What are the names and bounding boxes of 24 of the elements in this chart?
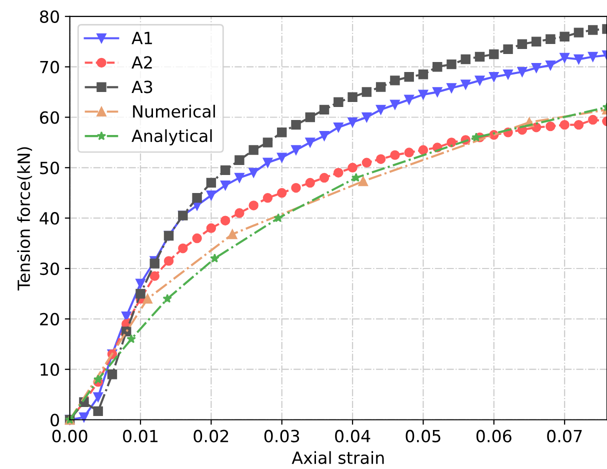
x-tick-label: 0.03 (264, 430, 300, 442)
x-axis-title: Axial strain (292, 451, 384, 464)
legend-label: Numerical (133, 104, 215, 118)
y-tick-label: 50 (40, 162, 59, 174)
legend-label: A2 (132, 56, 152, 69)
x-tick-label: 0.04 (335, 430, 370, 442)
y-tick-label: 10 (40, 363, 59, 376)
y-tick-label: 70 (40, 60, 59, 74)
y-tick-label: 60 (40, 111, 59, 124)
x-tick-label: 0.01 (123, 430, 158, 442)
y-tick-label: 0 (50, 414, 59, 426)
y-tick-label: 80 (40, 10, 59, 23)
x-tick-label: 0.06 (476, 430, 512, 442)
legend-label: Analytical (132, 129, 212, 146)
x-tick-label: 0.07 (547, 430, 582, 442)
x-tick-label: 0.02 (194, 430, 228, 442)
x-tick-label: 0.00 (52, 430, 88, 442)
legend-label: A3 (132, 80, 152, 94)
y-tick-label: 40 (40, 212, 59, 225)
legend-label: A1 (132, 32, 152, 44)
y-tick-label: 30 (40, 262, 59, 276)
y-tick-label: 20 (40, 312, 59, 326)
x-tick-label: 0.05 (406, 430, 440, 442)
y-axis-title: Tension force(kN) (17, 147, 32, 290)
